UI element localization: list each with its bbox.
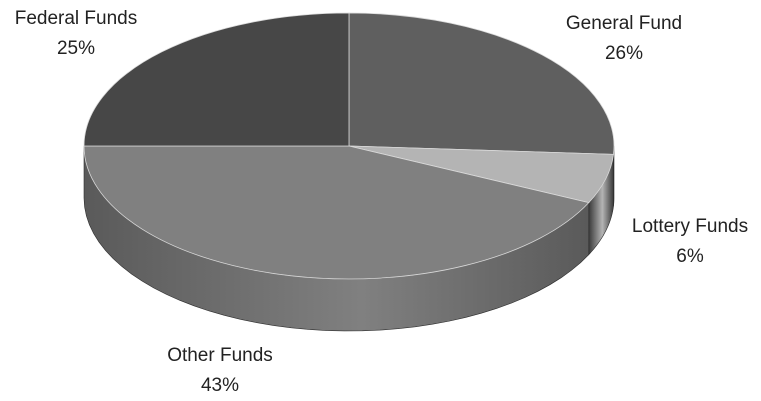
label-federal-funds: Federal Funds 25% — [6, 4, 146, 64]
label-lottery-funds-value: 6% — [676, 246, 704, 267]
slice-federal-funds — [83, 12, 350, 147]
label-lottery-funds: Lottery Funds 6% — [620, 212, 760, 272]
label-federal-funds-value: 25% — [56, 38, 96, 59]
label-lottery-funds-name: Lottery Funds — [631, 216, 749, 237]
label-federal-funds-name: Federal Funds — [14, 8, 138, 29]
label-other-funds: Other Funds 43% — [150, 341, 290, 401]
slice-general-fund — [348, 12, 615, 155]
label-other-funds-value: 43% — [200, 375, 240, 396]
label-general-fund-value: 26% — [604, 43, 644, 64]
label-general-fund: General Fund 26% — [554, 9, 694, 69]
label-other-funds-name: Other Funds — [167, 345, 273, 366]
label-general-fund-name: General Fund — [565, 13, 683, 34]
slice-other-funds — [83, 145, 590, 280]
